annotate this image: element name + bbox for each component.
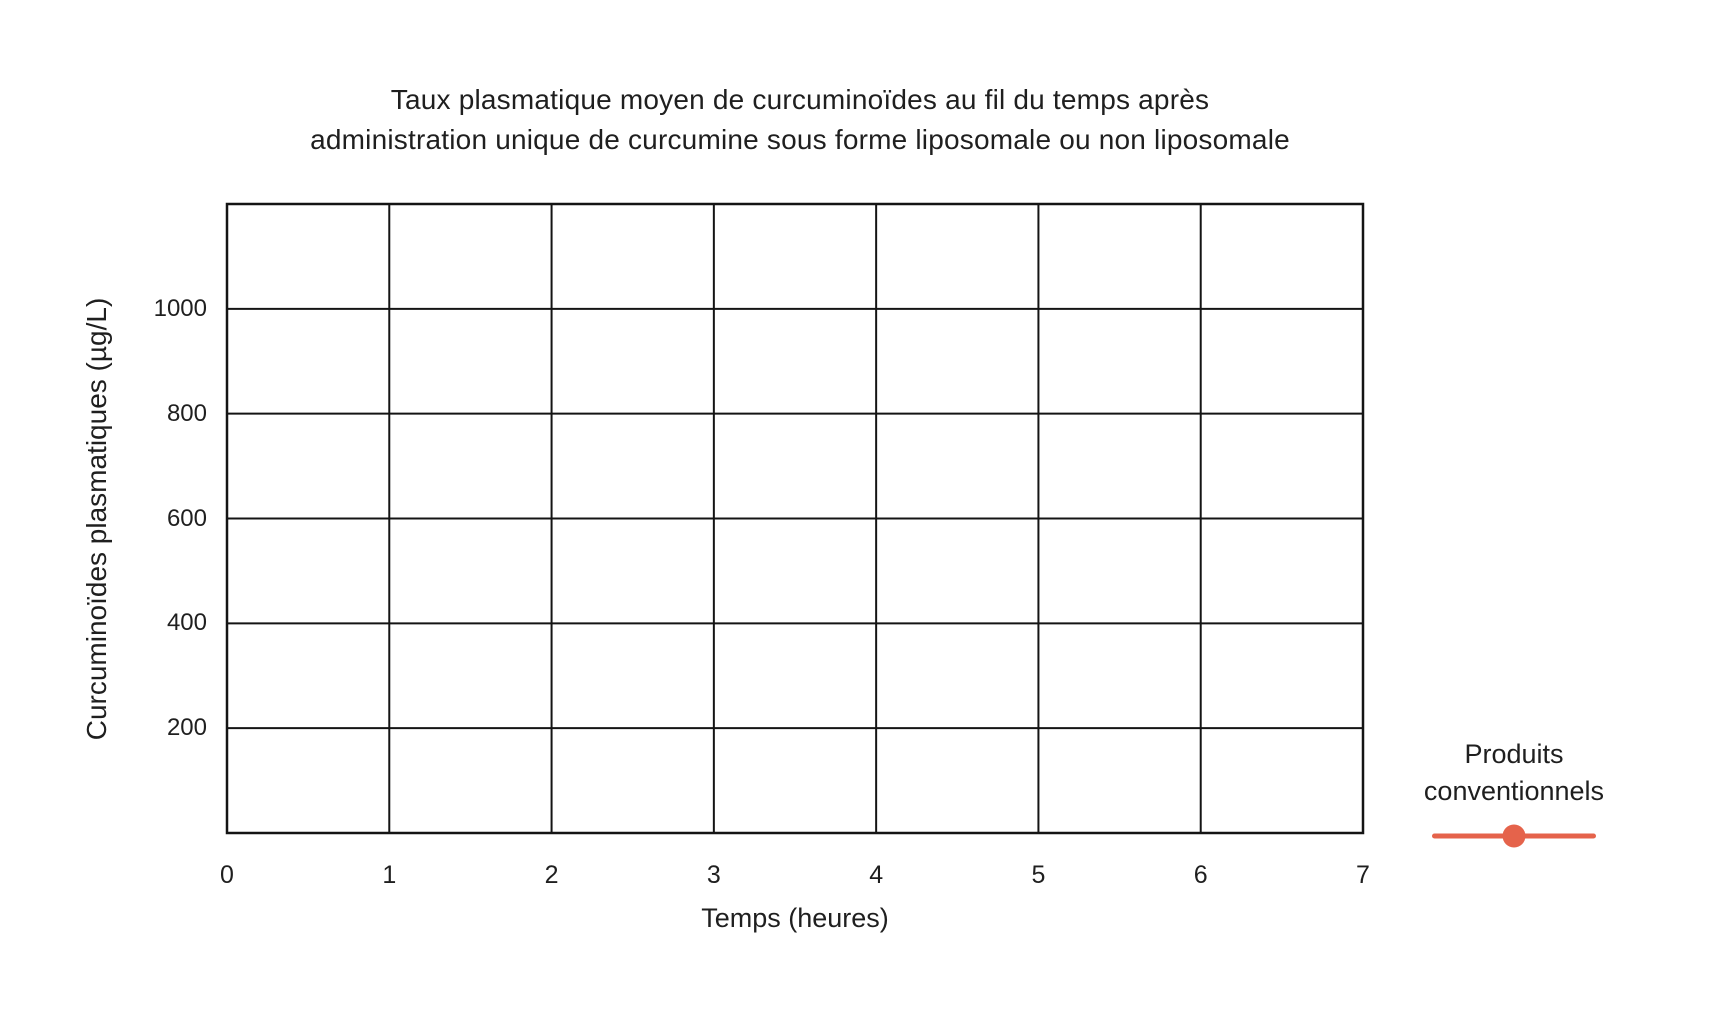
plot-frame (225, 202, 1365, 835)
chart-title-line2: administration unique de curcumine sous … (310, 124, 1290, 155)
x-tick-label: 3 (706, 861, 721, 889)
x-tick-label: 5 (1031, 861, 1046, 889)
y-tick-label: 800 (166, 399, 207, 427)
chart-title: Taux plasmatique moyen de curcuminoïdes … (130, 80, 1470, 160)
x-tick-label: 0 (220, 861, 234, 889)
y-tick-label: 200 (166, 714, 207, 742)
x-tick-label: 1 (382, 861, 397, 889)
x-axis-title: Temps (heures) (701, 903, 889, 933)
x-tick-label: 2 (544, 861, 559, 889)
y-tick-label: 1000 (153, 294, 207, 322)
legend-series-label: Produits conventionnels (1349, 736, 1679, 810)
legend-marker-dot[interactable] (1502, 824, 1526, 848)
legend-key[interactable] (1349, 824, 1679, 848)
chart-title-line1: Taux plasmatique moyen de curcuminoïdes … (390, 84, 1210, 115)
y-tick-label: 600 (166, 504, 207, 532)
y-tick-label: 400 (166, 609, 207, 637)
legend-label-line2: conventionnels (1423, 776, 1605, 806)
legend-label-line1: Produits (1464, 739, 1564, 769)
x-tick-label: 7 (1356, 861, 1370, 889)
y-axis-title: Curcuminoïdes plasmatiques (µg/L) (81, 297, 112, 741)
legend: Produits conventionnels (1349, 736, 1679, 848)
x-tick-label: 4 (869, 861, 884, 889)
x-tick-label: 6 (1193, 861, 1208, 889)
